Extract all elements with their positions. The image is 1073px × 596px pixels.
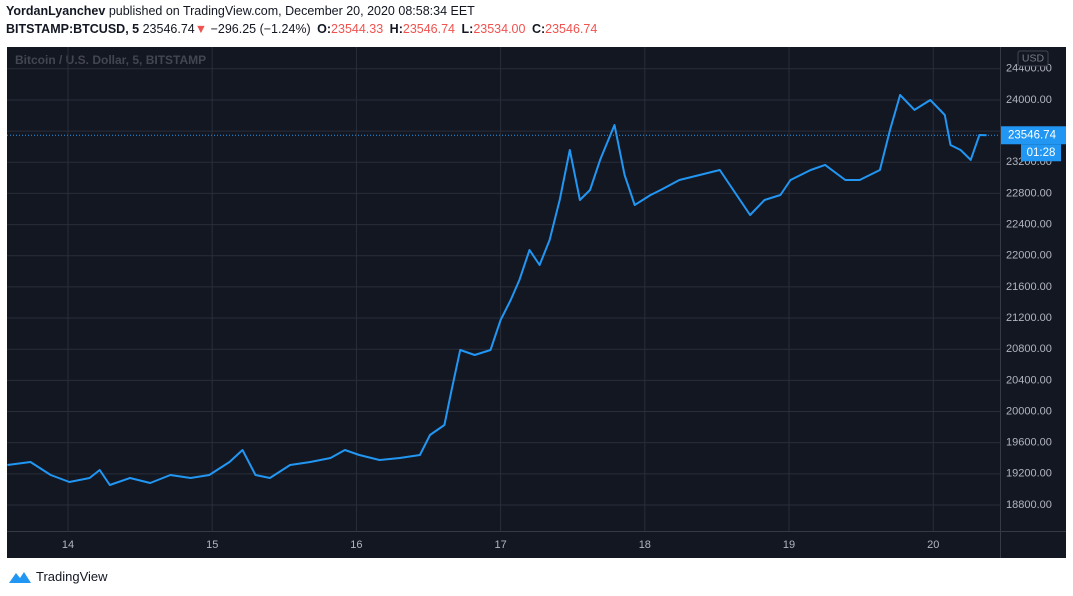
price-line [7,94,987,486]
last-price: 23546.74 [142,22,195,36]
symbol: BITSTAMP:BTCUSD, 5 [6,22,140,36]
publish-info: published on TradingView.com, December 2… [108,4,475,18]
low: 23534.00 [473,22,526,36]
publish-line: YordanLyanchev published on TradingView.… [6,4,475,18]
watermark: Bitcoin / U.S. Dollar, 5, BITSTAMP [15,53,206,67]
price-badge-bg [1001,126,1066,145]
x-tick-label: 14 [62,539,74,551]
open: 23544.33 [331,22,384,36]
y-tick-label: 21200.00 [1006,312,1052,324]
x-tick-label: 16 [350,539,362,551]
currency-badge-bg [1017,50,1049,67]
close: 23546.74 [545,22,598,36]
countdown-bg [1021,144,1061,162]
down-arrow: ▼ [194,22,208,36]
high: 23546.74 [402,22,456,36]
countdown: 01:28 [1027,147,1056,159]
high-label: H: [389,22,403,36]
chart-background [7,47,1066,558]
x-tick-label: 17 [494,539,506,551]
y-tick-label: 19600.00 [1006,437,1052,449]
y-tick-label: 22800.00 [1006,187,1052,199]
y-tick-label: 20000.00 [1006,405,1052,417]
publisher: YordanLyanchev [6,4,106,18]
y-tick-label: 18800.00 [1006,499,1052,511]
y-tick-label: 19200.00 [1006,468,1052,480]
low-label: L: [461,22,474,36]
x-tick-label: 15 [206,539,218,551]
y-tick-label: 22400.00 [1006,218,1052,230]
open-label: O: [317,22,332,36]
brand: TradingView [36,569,108,584]
footer: TradingView [8,569,108,584]
price-badge: 23546.74 [1008,129,1057,141]
y-tick-label: 22000.00 [1006,250,1052,262]
change: −296.25 (−1.24%) [210,22,311,36]
x-tick-label: 19 [783,539,795,551]
x-tick-label: 18 [639,539,651,551]
close-label: C: [531,22,546,36]
y-tick-label: 20400.00 [1006,374,1052,386]
ohlc-line: BITSTAMP:BTCUSD, 5 23546.74▼ −296.25 (−1… [6,22,597,36]
y-tick-label: 24000.00 [1006,94,1052,106]
x-tick-label: 20 [927,539,939,551]
currency-badge: USD [1022,52,1045,64]
y-tick-label: 20800.00 [1006,343,1052,355]
y-tick-label: 21600.00 [1006,281,1052,293]
logo [9,571,31,583]
